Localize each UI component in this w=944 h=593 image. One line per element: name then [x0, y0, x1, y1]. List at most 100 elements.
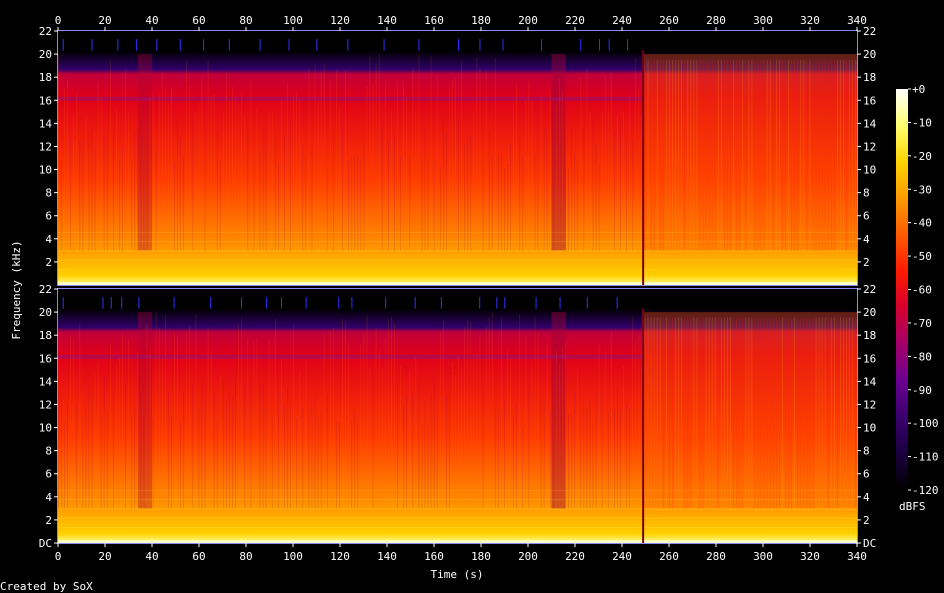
texture-stripe [846, 59, 847, 251]
x-tick-label: 220 [565, 550, 585, 563]
texture-stripe [226, 73, 227, 251]
texture-stripe [415, 356, 417, 509]
texture-stripe [855, 59, 857, 251]
texture-stripe [748, 317, 750, 509]
texture-stripe [720, 317, 722, 509]
texture-stripe [690, 59, 692, 251]
texture-stripe [589, 399, 591, 509]
texture-stripe [568, 168, 569, 251]
x-tick-label: 80 [239, 550, 252, 563]
texture-stripe [840, 59, 841, 251]
texture-stripe [103, 377, 105, 509]
texture-stripe [531, 361, 533, 509]
texture-stripe [348, 342, 350, 509]
texture-stripe [164, 314, 166, 509]
texture-stripe [134, 133, 136, 251]
colorbar-label: dBFS [899, 500, 926, 513]
texture-stripe [589, 111, 591, 251]
texture-stripe [507, 164, 508, 251]
hf-spike [156, 39, 158, 51]
texture-stripe [311, 403, 313, 509]
texture-stripe [717, 317, 719, 509]
texture-stripe [559, 77, 560, 251]
hf-spike [351, 297, 353, 309]
texture-stripe [244, 115, 246, 251]
texture-stripe [705, 59, 707, 251]
texture-stripe [644, 317, 646, 509]
texture-stripe [458, 356, 460, 509]
texture-stripe [696, 59, 698, 251]
texture-stripe [137, 128, 139, 251]
texture-stripe [171, 415, 172, 509]
hf-spike [102, 297, 104, 309]
hf-spike [616, 297, 618, 309]
texture-stripe [742, 317, 744, 509]
texture-stripe [638, 88, 640, 251]
texture-stripe [82, 141, 84, 251]
texture-stripe [308, 412, 310, 509]
texture-stripe [821, 317, 823, 509]
x-tick-label: 100 [283, 550, 303, 563]
y-tick-label: 22 [863, 283, 876, 296]
texture-stripe [751, 317, 753, 509]
texture-stripe [250, 379, 252, 509]
texture-stripe [513, 416, 514, 509]
x-tick-label: 140 [377, 14, 397, 27]
texture-stripe [720, 59, 722, 251]
texture-stripe [186, 332, 188, 509]
texture-stripe [329, 79, 331, 251]
x-tick-label: 100 [283, 14, 303, 27]
texture-stripe [818, 59, 820, 251]
texture-stripe [534, 315, 536, 509]
texture-stripe [794, 59, 796, 251]
texture-stripe [623, 366, 624, 509]
texture-stripe [711, 317, 713, 509]
y-tick-label: 18 [39, 71, 52, 84]
texture-stripe [449, 386, 450, 509]
texture-stripe [143, 159, 145, 251]
texture-stripe [320, 411, 322, 509]
texture-stripe [284, 403, 285, 509]
texture-stripe [268, 113, 270, 251]
texture-stripe [669, 317, 670, 509]
hf-spike [385, 297, 387, 309]
texture-stripe [268, 339, 270, 509]
texture-stripe [473, 111, 475, 251]
texture-stripe [201, 380, 203, 509]
texture-stripe [519, 138, 521, 251]
texture-stripe [632, 317, 634, 509]
texture-stripe [494, 58, 496, 251]
texture-stripe [394, 322, 395, 509]
texture-stripe [595, 391, 597, 509]
texture-stripe [409, 157, 411, 251]
texture-stripe [369, 55, 371, 251]
texture-stripe [733, 59, 734, 251]
texture-stripe [152, 92, 154, 251]
texture-stripe [785, 317, 786, 509]
texture-stripe [397, 81, 398, 251]
texture-stripe [516, 404, 518, 509]
x-tick-label: 160 [424, 550, 444, 563]
hf-spike [627, 39, 629, 51]
texture-stripe [455, 374, 456, 509]
texture-stripe [778, 59, 780, 251]
texture-stripe [427, 423, 429, 509]
x-tick-label: 320 [800, 550, 820, 563]
texture-stripe [455, 78, 456, 251]
texture-stripe [226, 401, 227, 509]
created-by-credit: Created by SoX [0, 580, 93, 593]
texture-stripe [174, 332, 175, 509]
x-tick-label: 320 [800, 14, 820, 27]
texture-stripe [152, 418, 154, 509]
texture-stripe [546, 340, 548, 509]
texture-stripe [430, 56, 432, 251]
texture-stripe [675, 317, 676, 509]
texture-stripe [387, 318, 389, 509]
texture-stripe [528, 386, 530, 509]
texture-stripe [830, 59, 832, 251]
texture-stripe [482, 385, 484, 509]
texture-stripe [708, 317, 710, 509]
band-16khz [58, 354, 644, 359]
texture-stripe [543, 125, 545, 251]
texture-stripe [219, 375, 221, 509]
